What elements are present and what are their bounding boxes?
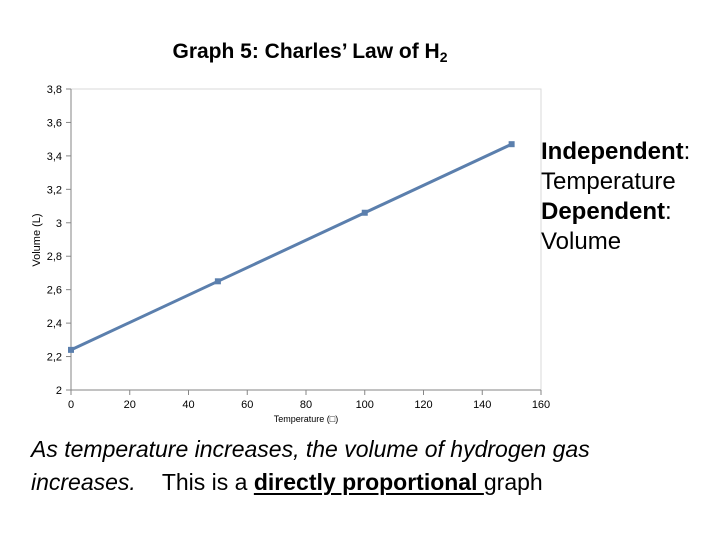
y-tick-label: 2,2 [47,352,62,364]
x-tick-label: 100 [356,399,374,411]
y-tick-label: 2,8 [47,251,62,263]
x-tick-label: 20 [124,399,136,411]
independent-line: Independent: [541,137,690,167]
y-tick-label: 3,6 [47,117,62,129]
y-tick-label: 2,4 [47,318,62,330]
x-tick-label: 40 [182,399,194,411]
x-axis-label-text: Temperature ( [274,414,330,424]
x-tick-label: 160 [532,399,550,411]
x-axis-ticks: 0 20 40 60 80 100 120 140 160 [68,390,550,411]
data-point-marker [214,278,221,285]
conclusion-text: As temperature increases, the volume of … [31,433,711,499]
independent-label: Independent [541,138,684,165]
chart-title: Graph 5: Charles’ Law of H2 [0,40,620,64]
x-axis-label-end: ) [335,414,338,424]
chart-title-text: Graph 5: Charles’ Law of H [172,40,440,63]
x-tick-label: 60 [241,399,253,411]
x-tick-label: 80 [300,399,312,411]
independent-value: Temperature [541,168,676,195]
conclusion-line2: This is a directly proportional graph [162,469,543,495]
variables-annotation: Independent: Temperature Dependent: Volu… [541,137,690,257]
x-tick-label: 140 [473,399,491,411]
y-tick-label: 3,4 [47,151,62,163]
y-axis-ticks: 2 2,2 2,4 2,6 2,8 3 3,2 3,4 3,6 3,8 [47,84,71,397]
conclusion-emphasis: directly proportional [253,469,484,495]
conclusion-line1: As temperature increases, the volume of … [31,436,590,495]
y-tick-label: 3,8 [47,84,62,96]
y-tick-label: 2,6 [47,285,62,297]
x-tick-label: 0 [68,399,74,411]
y-tick-label: 3 [56,218,62,230]
series-layer [68,141,515,353]
series-line [70,142,513,352]
data-point-marker [361,209,368,216]
x-axis-label-unit: □ [330,414,336,424]
y-tick-label: 2 [56,385,62,397]
independent-colon: : [683,138,691,165]
chart-title-subscript: 2 [439,49,448,65]
dependent-value: Volume [541,228,622,255]
conclusion-prefix: This is a [161,469,254,495]
data-point-marker [68,346,74,353]
dependent-label: Dependent [541,198,666,225]
x-axis-label: Temperature (□) [274,414,338,424]
dependent-line: Dependent: [541,197,690,227]
y-tick-label: 3,2 [47,184,62,196]
data-point-marker [508,141,515,148]
x-tick-label: 120 [414,399,432,411]
dependent-colon: : [665,198,672,225]
conclusion-suffix: graph [483,469,543,495]
y-axis-label: Volume (L) [31,213,43,266]
